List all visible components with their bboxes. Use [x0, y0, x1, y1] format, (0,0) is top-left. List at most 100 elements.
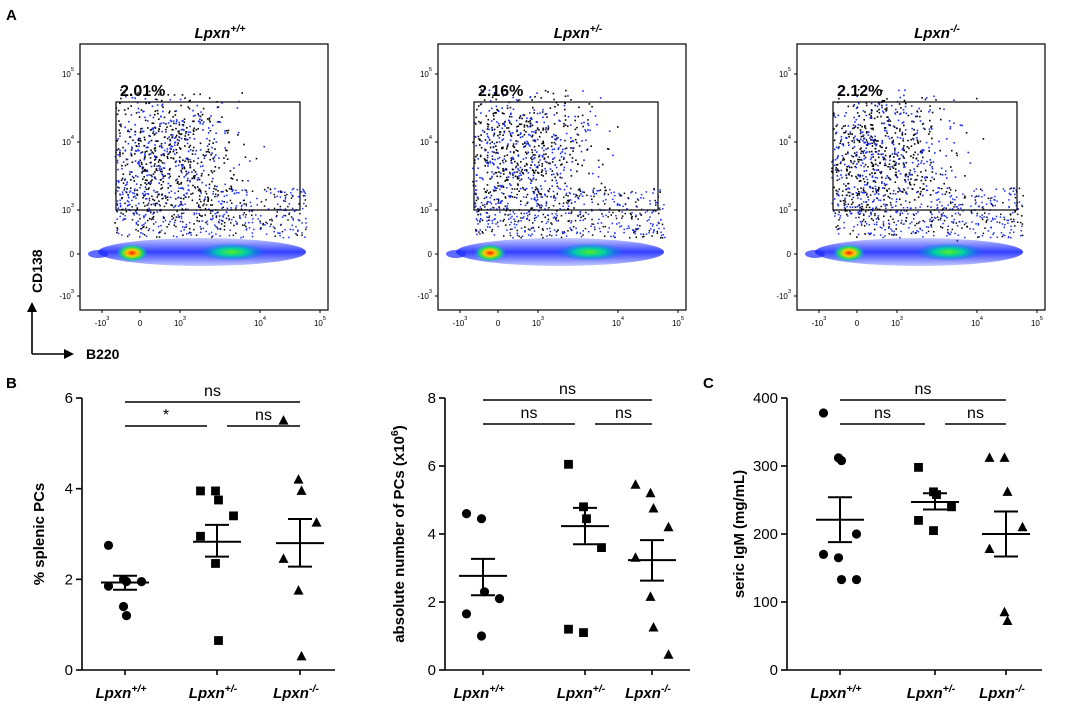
data-point — [932, 490, 941, 499]
data-point — [461, 609, 472, 619]
flow-x-tick-label: -103 — [812, 316, 827, 328]
flow-y-tick-label-sup: 3 — [788, 289, 791, 295]
category-label: Lpxn+/- — [557, 683, 606, 702]
flow-b-cell-cluster — [915, 243, 983, 261]
flow-y-tick-label: -103 — [417, 289, 432, 301]
flow-x-tick-label-sup: 5 — [323, 316, 326, 322]
flow-x-tick-label-sup: 3 — [464, 316, 467, 322]
flow-y-tick-label-sup: 3 — [71, 289, 74, 295]
significance-label: ns — [559, 381, 576, 398]
plasma-cell-gate — [115, 101, 301, 211]
data-point — [1017, 521, 1028, 532]
flow-y-tick-label-base: 0 — [787, 250, 792, 259]
data-point — [582, 514, 591, 524]
data-point — [851, 574, 862, 585]
y-tick-label: 200 — [753, 526, 778, 543]
category-label-sup: +/+ — [846, 683, 861, 695]
flow-panel-title-sup: +/- — [590, 23, 603, 35]
flow-x-tick-label-base: 10 — [532, 319, 541, 328]
flow-y-tick-label-sup: 4 — [71, 135, 74, 141]
flow-x-tick-label-sup: 3 — [900, 316, 903, 322]
flow-y-tick-label: 105 — [62, 67, 74, 79]
data-point — [818, 549, 829, 560]
data-point — [579, 628, 588, 637]
flow-x-tick-label-sup: 3 — [106, 316, 109, 322]
data-point — [818, 408, 829, 418]
flow-x-tick-label: 105 — [314, 316, 326, 328]
data-point — [214, 495, 223, 505]
flow-x-tick-label: 105 — [672, 316, 684, 328]
category-label-sup: +/- — [943, 683, 956, 695]
category-label-sup: -/- — [661, 683, 671, 695]
category-label-base: Lpxn — [95, 685, 131, 702]
flow-y-tick-label-base: 10 — [420, 138, 429, 147]
category-label-sup: +/+ — [131, 683, 146, 695]
y-tick-label: 300 — [753, 458, 778, 475]
series-circle — [459, 508, 507, 641]
flow-y-tick-label: 103 — [779, 203, 791, 215]
flow-y-tick-label-sup: 3 — [71, 203, 74, 209]
flow-panel-title: Lpxn+/- — [554, 23, 603, 42]
y-tick-label: 2 — [65, 571, 73, 588]
flow-x-tick-label-base: 0 — [496, 319, 501, 328]
flow-y-tick-label: 104 — [779, 135, 791, 147]
y-tick-label: 100 — [753, 594, 778, 611]
data-point — [278, 553, 289, 563]
flow-y-tick-label-sup: 5 — [71, 67, 74, 73]
flow-y-tick-label: -103 — [776, 289, 791, 301]
y-tick-label: 0 — [428, 662, 436, 679]
data-point — [663, 649, 674, 659]
data-point — [984, 543, 995, 553]
data-point — [118, 601, 129, 612]
flow-y-tick-label-base: -10 — [59, 292, 71, 301]
flow-y-tick-label: -103 — [59, 289, 74, 301]
flow-x-tick-label: 103 — [891, 316, 903, 328]
category-label: Lpxn-/- — [625, 683, 671, 702]
flow-b-cell-cluster — [556, 243, 624, 261]
flow-x-tick-label-base: 10 — [672, 319, 681, 328]
flow-x-tick-label-sup: 5 — [681, 316, 684, 322]
y-axis-label-end: ) — [391, 425, 408, 430]
category-label-base: Lpxn — [810, 685, 846, 702]
data-point — [947, 502, 956, 512]
y-tick-label: 0 — [770, 662, 778, 679]
data-point — [914, 516, 923, 525]
flow-panel-title-base: Lpxn — [914, 25, 950, 42]
flow-negative-cluster — [474, 244, 506, 262]
flow-y-tick-label-sup: 3 — [429, 289, 432, 295]
y-axis-label: absolute number of PCs (x106) — [389, 425, 408, 643]
category-label-base: Lpxn — [453, 685, 489, 702]
flow-x-tick-label-sup: 3 — [823, 316, 826, 322]
flow-x-tick-label-sup: 3 — [541, 316, 544, 322]
flow-b-cell-cluster — [198, 243, 266, 261]
flow-y-tick-label-base: 10 — [779, 70, 788, 79]
flow-y-tick-label-sup: 5 — [788, 67, 791, 73]
data-point — [293, 585, 304, 595]
data-point — [648, 622, 659, 632]
flow-y-tick-label-sup: 3 — [429, 203, 432, 209]
flow-y-tick-label-sup: 4 — [429, 135, 432, 141]
flow-x-tick-label-sup: 4 — [621, 316, 624, 322]
series-circle — [816, 408, 864, 585]
data-point — [196, 531, 205, 541]
data-point — [833, 553, 844, 563]
flow-y-tick-label-base: 10 — [420, 70, 429, 79]
flow-x-tick-label: -103 — [453, 316, 468, 328]
data-point — [296, 485, 307, 495]
flow-event-dots — [831, 89, 1024, 242]
data-point — [645, 591, 656, 601]
y-axis-label: seric IgM (mg/mL) — [731, 470, 748, 598]
flow-x-tick-label-sup: 4 — [263, 316, 266, 322]
series-triangle — [982, 452, 1030, 626]
flow-x-tick-label-sup: 4 — [980, 316, 983, 322]
y-tick-label: 6 — [428, 458, 436, 475]
flow-y-tick-label-sup: 5 — [429, 67, 432, 73]
flow-x-tick-label: 105 — [1031, 316, 1043, 328]
flow-y-axis-label: CD138 — [29, 249, 45, 293]
flow-x-tick-label-base: 10 — [612, 319, 621, 328]
flow-x-tick-label: 104 — [971, 316, 983, 328]
flow-x-tick-label-base: 10 — [971, 319, 980, 328]
flow-x-tick-label: 0 — [855, 319, 860, 328]
